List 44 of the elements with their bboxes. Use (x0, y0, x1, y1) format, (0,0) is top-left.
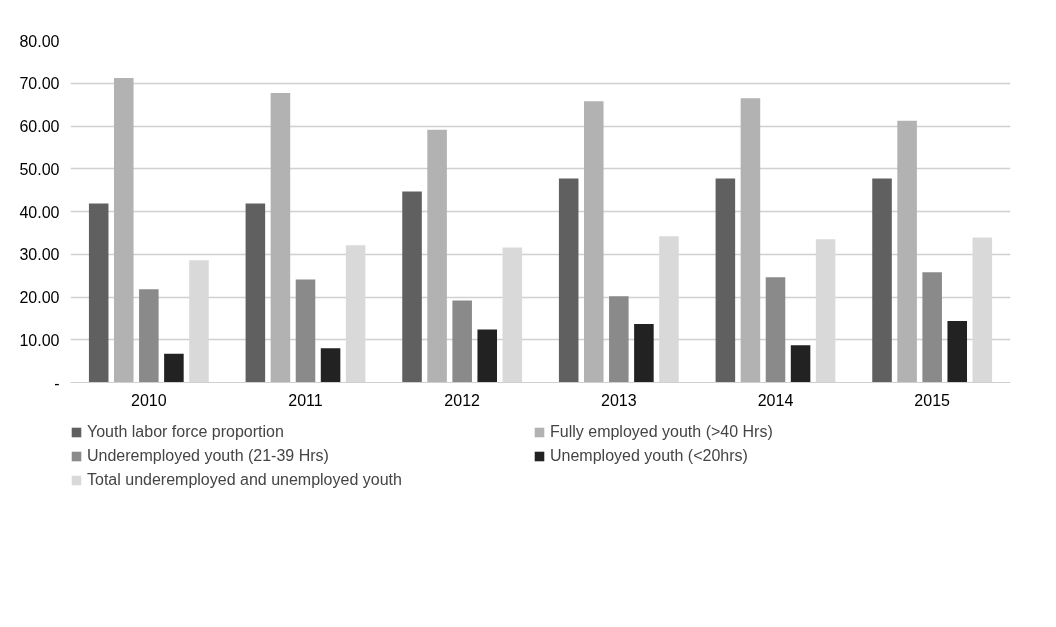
x-tick-label: 2012 (444, 391, 481, 409)
y-tick-label: 40.00 (19, 203, 60, 221)
bar (139, 289, 159, 383)
legend-label: Underemployed youth (21-39 Hrs) (87, 447, 330, 465)
y-tick-label: 20.00 (19, 289, 60, 306)
legend-label: Youth labor force proportion (87, 423, 285, 441)
bar (790, 345, 811, 383)
bar (477, 329, 498, 383)
bar (320, 348, 341, 383)
x-tick-label: 2015 (914, 391, 951, 409)
bar (897, 120, 917, 383)
y-tick-label: 80.00 (19, 32, 60, 50)
bar (872, 178, 892, 383)
bar (609, 296, 629, 383)
bar (427, 129, 447, 383)
y-tick-label: 50.00 (19, 160, 60, 178)
bar (245, 203, 266, 383)
y-tick-label: 10.00 (19, 331, 60, 349)
bar (164, 353, 184, 383)
bar (740, 98, 761, 383)
legend-label: Total underemployed and unemployed youth (87, 471, 403, 489)
x-tick-label: 2014 (757, 391, 794, 409)
x-tick-label: 2013 (601, 391, 637, 409)
bar (88, 203, 109, 383)
bar (270, 93, 291, 383)
bar (583, 101, 604, 383)
y-tick-label: 70.00 (19, 75, 60, 93)
bar (947, 320, 968, 383)
bar (922, 272, 942, 383)
y-tick-label: 30.00 (19, 246, 60, 264)
legend-label: Fully employed youth (>40 Hrs) (550, 423, 774, 441)
bar (765, 277, 786, 383)
x-tick-label: 2010 (131, 391, 167, 409)
bar (295, 279, 316, 383)
x-tick-label: 2011 (288, 391, 323, 409)
bar (452, 300, 472, 383)
legend-label: Unemployed youth (<20hrs) (550, 447, 749, 465)
bar (715, 178, 736, 383)
y-tick-label: - (54, 374, 60, 392)
y-tick-label: 60.00 (19, 118, 60, 135)
bar (402, 191, 422, 383)
bar (634, 323, 654, 383)
bar (113, 78, 134, 383)
bar (558, 178, 579, 383)
